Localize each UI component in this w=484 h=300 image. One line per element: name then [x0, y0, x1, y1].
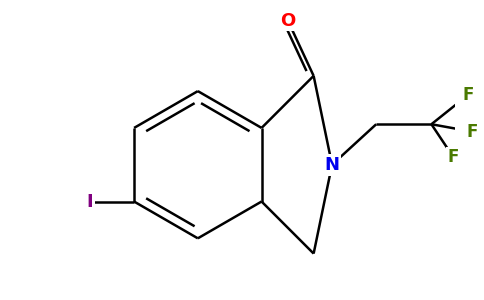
Text: I: I — [87, 193, 93, 211]
Text: N: N — [325, 156, 340, 174]
Text: F: F — [448, 148, 459, 166]
Text: F: F — [466, 123, 478, 141]
Text: F: F — [463, 86, 474, 104]
Text: O: O — [280, 12, 296, 30]
